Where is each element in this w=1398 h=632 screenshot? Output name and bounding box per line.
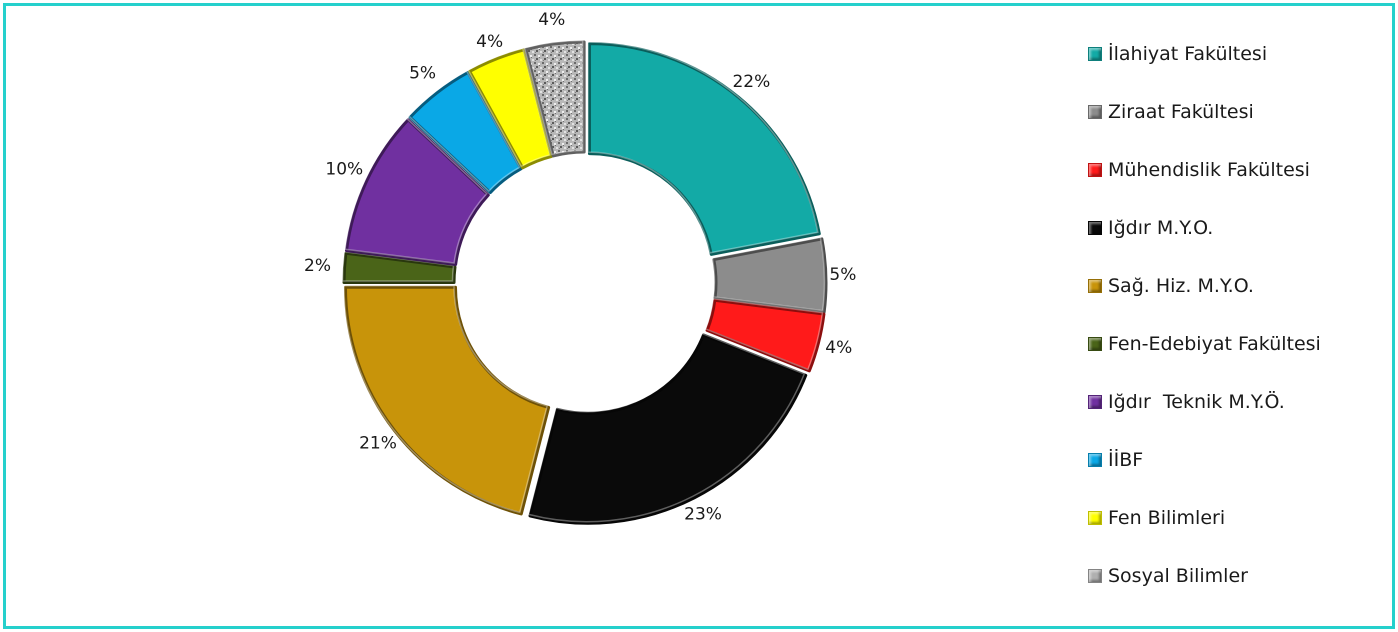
legend-label: Mühendislik Fakültesi [1108, 159, 1310, 181]
legend-swatch-icon [1088, 163, 1102, 177]
slice-ilahiyat-fakultesi-bevel [587, 41, 819, 254]
legend-swatch-icon [1088, 453, 1102, 467]
slice-sosyal-bilimler [524, 40, 586, 158]
legend: İlahiyat Fakültesi Ziraat Fakültesi Mühend… [1088, 39, 1388, 619]
slice-fen-edebiyat-fakultesi [342, 251, 457, 285]
doughnut-chart: 22% 5% 4% 23% 21% 2% 10% 5% 4% 4% [304, 10, 856, 525]
slice-muhendislik-fakultesi [705, 298, 826, 373]
legend-item-igdir-m-y-o: Iğdır M.Y.O. [1088, 213, 1388, 271]
slice-ziraat-fakultesi-bevel [711, 236, 826, 312]
legend-item-sag-hiz-m-y-o: Sağ. Hiz. M.Y.O. [1088, 271, 1388, 329]
data-label-ilahiyat-fakultesi: 22% [732, 72, 770, 92]
slice-igdir-m-y-o [528, 333, 808, 525]
slice-igdir-m-y-o-bevel [527, 332, 806, 523]
legend-label: İlahiyat Fakültesi [1108, 43, 1268, 65]
legend-label: Fen Bilimleri [1108, 507, 1226, 529]
legend-item-fen-edebiyat-fakultesi: Fen-Edebiyat Fakültesi [1088, 329, 1388, 387]
chart-frame: 22% 5% 4% 23% 21% 2% 10% 5% 4% 4% İlahiyat Fakült… [3, 3, 1395, 629]
legend-swatch-icon [1088, 221, 1102, 235]
data-label-igdir-m-y-o: 23% [684, 505, 722, 525]
legend-label: Fen-Edebiyat Fakültesi [1108, 333, 1321, 355]
slice-ziraat-fakultesi [712, 237, 828, 314]
legend-item-muhendislik-fakultesi: Mühendislik Fakültesi [1088, 155, 1388, 213]
slice-sag-hiz-m-y-o [343, 285, 551, 516]
slice-iibf-bevel [407, 69, 521, 193]
legend-swatch-icon [1088, 569, 1102, 583]
legend-label: İİBF [1108, 449, 1144, 471]
slice-sag-hiz-m-y-o-bevel [343, 285, 549, 514]
legend-item-iibf: İİBF [1088, 445, 1388, 503]
legend-label: Sosyal Bilimler [1108, 565, 1248, 587]
data-label-fen-bilimleri: 4% [476, 32, 503, 52]
slice-igdir-teknik-m-y-o [345, 118, 490, 266]
legend-item-sosyal-bilimler: Sosyal Bilimler [1088, 561, 1388, 619]
legend-label: Iğdır M.Y.O. [1108, 217, 1214, 239]
slice-fen-bilimleri-bevel [467, 47, 551, 168]
legend-swatch-icon [1088, 511, 1102, 525]
legend-label: Ziraat Fakültesi [1108, 101, 1254, 123]
slice-sosyal-bilimler-bevel [523, 39, 584, 156]
slice-fen-bilimleri [468, 48, 554, 170]
data-label-iibf: 5% [409, 64, 436, 84]
slice-iibf [408, 70, 523, 195]
slice-muhendislik-fakultesi-bevel [704, 297, 824, 371]
data-label-sosyal-bilimler: 4% [538, 10, 565, 30]
legend-swatch-icon [1088, 395, 1102, 409]
data-label-igdir-teknik-m-y-o: 10% [325, 160, 363, 180]
legend-item-igdir-teknik-m-y-o: Iğdır Teknik M.Y.Ö. [1088, 387, 1388, 445]
slice-ilahiyat-fakultesi [587, 42, 821, 256]
legend-label: Sağ. Hiz. M.Y.O. [1108, 275, 1254, 297]
legend-swatch-icon [1088, 47, 1102, 61]
data-label-ziraat-fakultesi: 5% [829, 265, 856, 285]
legend-label: Iğdır Teknik M.Y.Ö. [1108, 391, 1285, 413]
legend-item-ilahiyat-fakultesi: İlahiyat Fakültesi [1088, 39, 1388, 97]
legend-item-fen-bilimleri: Fen Bilimleri [1088, 503, 1388, 561]
legend-swatch-icon [1088, 279, 1102, 293]
legend-item-ziraat-fakultesi: Ziraat Fakültesi [1088, 97, 1388, 155]
data-label-muhendislik-fakultesi: 4% [825, 338, 852, 358]
legend-swatch-icon [1088, 105, 1102, 119]
data-label-sag-hiz-m-y-o: 21% [359, 434, 397, 454]
data-label-group: 22% 5% 4% 23% 21% 2% 10% 5% 4% 4% [304, 10, 856, 525]
legend-swatch-icon [1088, 337, 1102, 351]
slice-group [341, 39, 828, 525]
slice-igdir-teknik-m-y-o-bevel [344, 117, 488, 264]
data-label-fen-edebiyat-fakultesi: 2% [304, 256, 331, 276]
